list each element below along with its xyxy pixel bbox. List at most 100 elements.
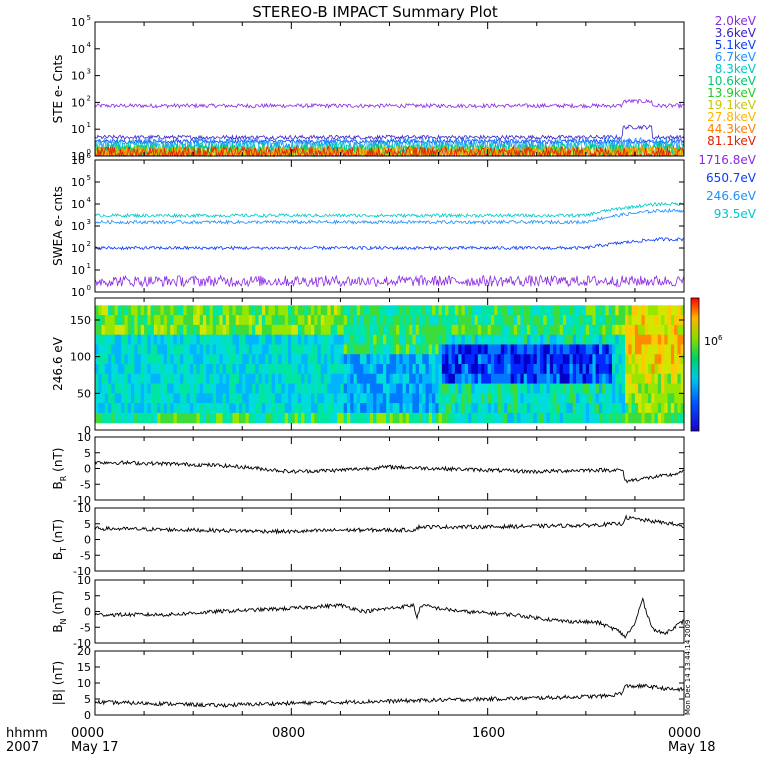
heatmap-cell — [608, 403, 613, 414]
heatmap-cell — [422, 364, 427, 375]
heatmap-cell — [108, 383, 112, 394]
heatmap-cell — [670, 393, 675, 404]
heatmap-cell — [409, 344, 413, 355]
heatmap-cell — [680, 305, 685, 316]
heatmap-cell — [612, 324, 616, 336]
heatmap-cell — [448, 354, 453, 365]
heatmap-cell — [415, 364, 420, 375]
heatmap-cell — [320, 393, 325, 404]
heatmap-cell — [438, 364, 443, 375]
heatmap-cell — [422, 334, 427, 346]
heatmap-cell — [255, 315, 260, 326]
heatmap-cell — [310, 305, 315, 316]
heatmap-cell — [157, 324, 162, 336]
heatmap-cell — [445, 393, 449, 404]
heatmap-cell — [540, 334, 544, 346]
y-tick-label: 10 — [71, 176, 85, 189]
heatmap-cell — [497, 383, 502, 394]
heatmap-cell — [202, 403, 207, 414]
heatmap-cell — [543, 393, 548, 404]
heatmap-cell — [490, 403, 495, 414]
heatmap-cell — [252, 403, 256, 414]
colorbar-tick-exponent: 6 — [718, 334, 723, 342]
heatmap-cell — [533, 354, 538, 365]
heatmap-cell — [513, 393, 518, 404]
heatmap-cell — [160, 354, 165, 365]
heatmap-cell — [667, 344, 672, 355]
heatmap-cell — [454, 393, 459, 404]
heatmap-cell — [507, 373, 512, 385]
heatmap-cell — [294, 364, 299, 375]
heatmap-cell — [540, 364, 544, 375]
heatmap-cell — [216, 383, 220, 394]
heatmap-cell — [248, 305, 253, 316]
heatmap-cell — [111, 364, 116, 375]
heatmap-cell — [582, 373, 587, 385]
heatmap-cell — [98, 344, 103, 355]
y-axis-label: BR (nT) — [51, 448, 68, 490]
heatmap-cell — [238, 393, 243, 404]
heatmap-cell — [386, 412, 391, 424]
heatmap-cell — [422, 354, 427, 365]
heatmap-cell — [310, 403, 315, 414]
heatmap-cell — [441, 393, 446, 404]
heatmap-cell — [186, 354, 191, 365]
heatmap-cell — [170, 354, 175, 365]
heatmap-cell — [579, 315, 584, 326]
heatmap-cell — [369, 412, 374, 424]
heatmap-cell — [124, 344, 129, 355]
heatmap-cell — [140, 412, 145, 424]
heatmap-cell — [130, 324, 135, 336]
heatmap-cell — [140, 373, 145, 385]
heatmap-cell — [327, 305, 332, 316]
heatmap-cell — [412, 305, 417, 316]
heatmap-cell — [468, 373, 472, 385]
heatmap-cell — [134, 334, 139, 346]
heatmap-cell — [670, 344, 675, 355]
heatmap-cell — [242, 344, 247, 355]
heatmap-cell — [324, 383, 328, 394]
heatmap-cell — [481, 412, 485, 424]
heatmap-cell — [350, 315, 355, 326]
heatmap-cell — [101, 344, 106, 355]
heatmap-cell — [602, 315, 607, 326]
heatmap-cell — [608, 305, 613, 316]
heatmap-cell — [353, 364, 358, 375]
heatmap-cell — [454, 324, 459, 336]
heatmap-cell — [389, 373, 394, 385]
heatmap-cell — [327, 383, 332, 394]
y-tick-exponent: 5 — [87, 174, 91, 182]
y-tick-exponent: 1 — [87, 262, 91, 270]
heatmap-cell — [625, 412, 629, 424]
heatmap-cell — [373, 373, 378, 385]
heatmap-cell — [301, 383, 306, 394]
heatmap-cell — [209, 373, 214, 385]
heatmap-cell — [628, 364, 633, 375]
heatmap-cell — [170, 324, 175, 336]
heatmap-cell — [327, 393, 332, 404]
heatmap-cell — [108, 324, 112, 336]
heatmap-cell — [471, 315, 476, 326]
heatmap-cell — [343, 315, 348, 326]
heatmap-cell — [343, 334, 348, 346]
heatmap-cell — [396, 324, 400, 336]
heatmap-cell — [235, 315, 240, 326]
heatmap-cell — [121, 393, 126, 404]
heatmap-cell — [634, 364, 639, 375]
heatmap-cell — [379, 412, 384, 424]
heatmap-cell — [121, 383, 126, 394]
heatmap-cell — [366, 354, 371, 365]
heatmap-cell — [513, 364, 518, 375]
heatmap-cell — [284, 373, 289, 385]
heatmap-cell — [363, 354, 368, 365]
heatmap-cell — [307, 393, 312, 404]
heatmap-cell — [108, 315, 112, 326]
heatmap-cell — [163, 393, 168, 404]
heatmap-cell — [412, 354, 417, 365]
heatmap-cell — [232, 403, 237, 414]
heatmap-cell — [219, 383, 224, 394]
heatmap-cell — [618, 412, 623, 424]
heatmap-cell — [441, 373, 446, 385]
heatmap-cell — [196, 373, 201, 385]
